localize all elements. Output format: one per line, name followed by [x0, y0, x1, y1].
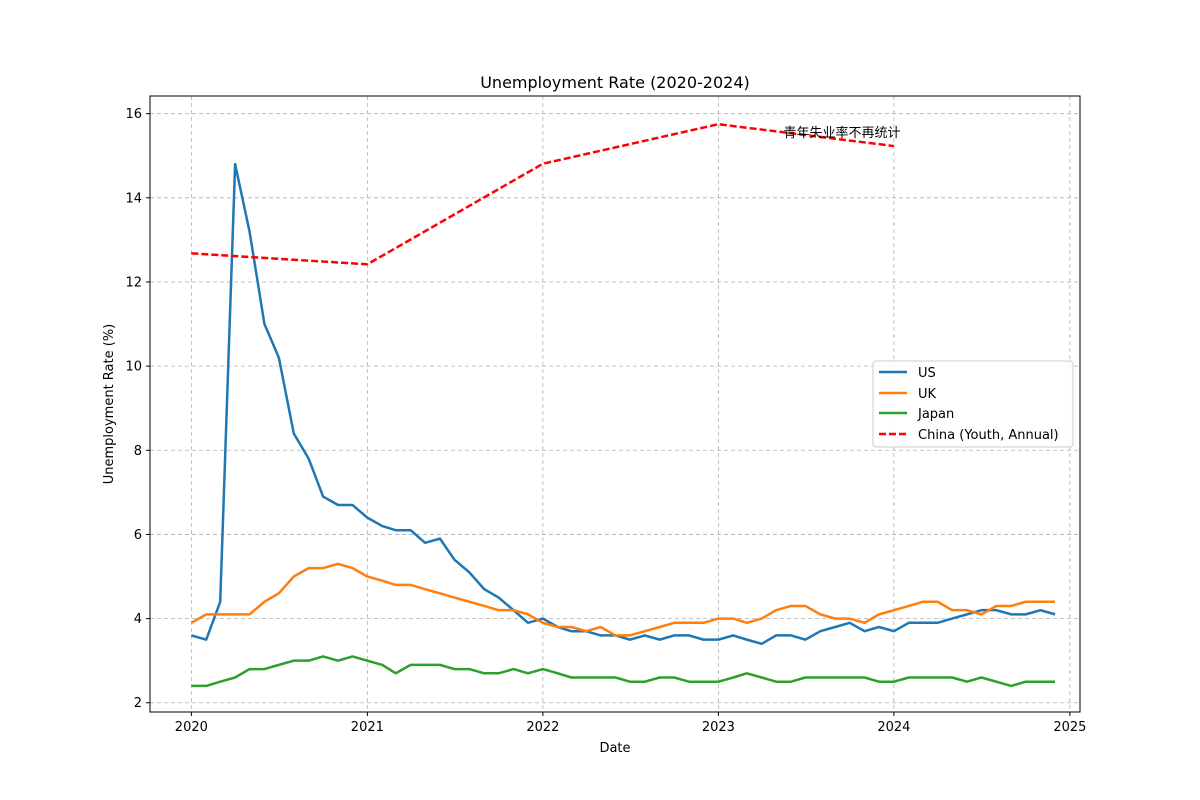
- y-tick-label: 16: [125, 107, 142, 122]
- series-line-us: [191, 162, 1056, 646]
- x-tick-label: 2025: [1053, 720, 1086, 735]
- china-annotation: 青年失业率不再统计: [783, 125, 900, 141]
- legend-label-uk: UK: [918, 387, 937, 402]
- x-tick-label: 2023: [702, 720, 735, 735]
- y-tick-label: 10: [125, 360, 142, 375]
- ticks-layer: 2020 2021 2022 2023 2024 2025 2 4 6 8 10 12 14 16: [125, 107, 1086, 735]
- x-tick-label: 2022: [526, 720, 559, 735]
- plot-frame: [149, 95, 1081, 713]
- legend-box: [872, 360, 1074, 448]
- x-tick-label: 2020: [175, 720, 208, 735]
- y-tick-label: 8: [134, 444, 142, 459]
- legend-label-china: China (Youth, Annual): [918, 428, 1059, 443]
- x-tick-label: 2021: [351, 720, 384, 735]
- legend: US UK Japan China (Youth, Annual): [872, 360, 1074, 448]
- chart-title: Unemployment Rate (2020-2024): [480, 73, 750, 92]
- y-tick-label: 4: [134, 612, 142, 627]
- x-axis-label: Date: [599, 741, 630, 756]
- y-axis-label: Unemployment Rate (%): [102, 324, 117, 485]
- y-tick-label: 14: [125, 191, 142, 206]
- legend-label-us: US: [918, 366, 936, 381]
- y-tick-label: 2: [134, 696, 142, 711]
- series-line-japan: [191, 655, 1055, 688]
- y-tick-label: 12: [125, 275, 142, 290]
- y-tick-label: 6: [134, 528, 142, 543]
- series-line-uk: [190, 562, 1055, 637]
- legend-label-japan: Japan: [917, 407, 954, 422]
- x-tick-label: 2024: [877, 720, 910, 735]
- series-layer: [190, 122, 1056, 688]
